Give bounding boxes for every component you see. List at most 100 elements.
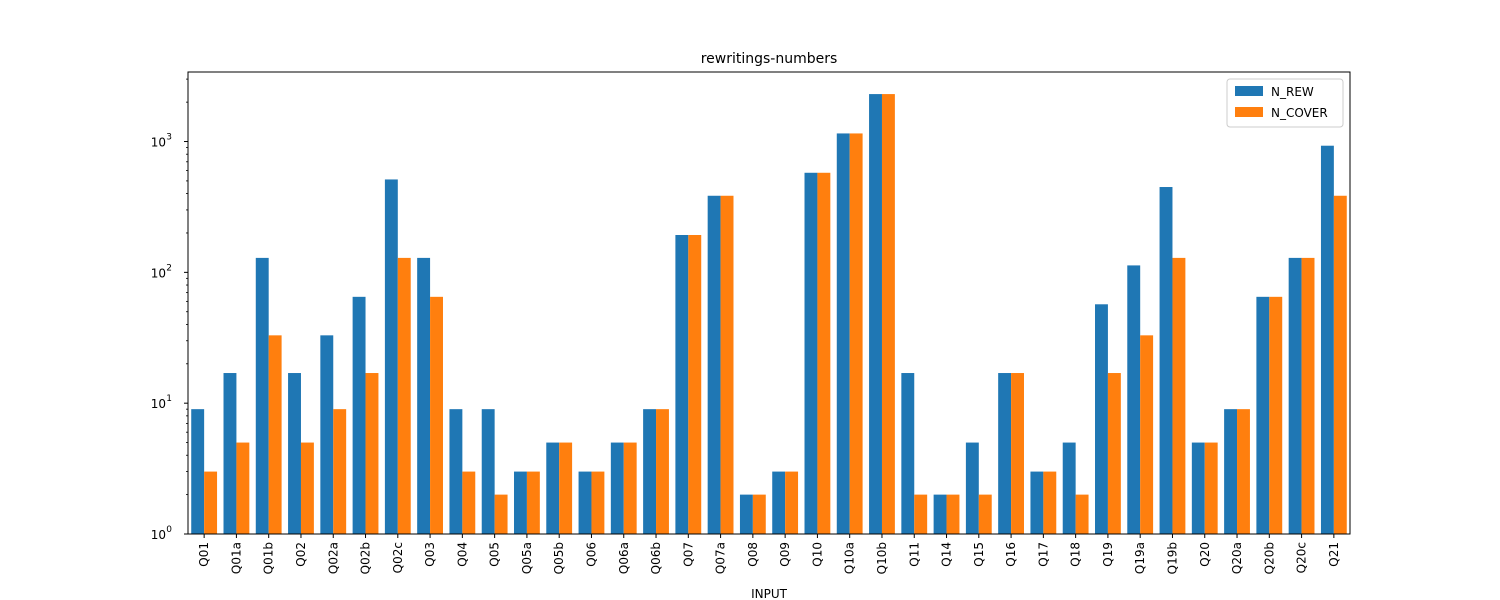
bar-n-rew-q20c: [1288, 257, 1302, 534]
bar-n-cover-q06a: [623, 442, 637, 534]
bar-n-rew-q18: [1062, 442, 1076, 534]
y-tick-label: 10: [151, 528, 166, 542]
x-tick-label: Q18: [1069, 542, 1083, 567]
x-tick-label: Q16: [1004, 542, 1018, 567]
bar-n-cover-q08: [752, 494, 766, 534]
bar-n-cover-q21: [1333, 195, 1347, 534]
bar-n-rew-q02a: [320, 335, 334, 534]
bar-n-cover-q11: [914, 494, 928, 534]
bar-n-cover-q07: [688, 235, 702, 534]
bar-n-rew-q02b: [352, 296, 366, 534]
bar-n-rew-q01a: [223, 373, 237, 534]
x-tick-label: Q08: [746, 542, 760, 567]
bar-n-rew-q06b: [643, 409, 657, 534]
bar-n-rew-q03: [417, 257, 431, 534]
bar-n-rew-q20b: [1256, 296, 1270, 534]
x-tick-label: Q02c: [391, 542, 405, 573]
bar-n-rew-q02c: [384, 179, 398, 534]
bar-n-rew-q10a: [836, 133, 850, 534]
x-tick-label: Q05b: [552, 542, 566, 574]
bar-n-rew-q08: [739, 494, 753, 534]
x-tick-label: Q10b: [875, 542, 889, 574]
x-tick-label: Q01b: [262, 542, 276, 574]
bar-n-cover-q10a: [849, 133, 863, 534]
plot-area-frame: [187, 71, 1351, 535]
x-tick-label: Q06b: [649, 542, 663, 574]
x-tick-label: Q20a: [1230, 542, 1244, 574]
bar-n-cover-q05a: [526, 471, 540, 534]
bar-n-cover-q14: [946, 494, 960, 534]
bar-n-cover-q01b: [268, 335, 282, 534]
x-tick-label: Q02a: [326, 542, 340, 574]
legend-swatch-n-rew: [1235, 86, 1263, 96]
bar-n-cover-q20: [1204, 442, 1218, 534]
y-tick-exponent: 1: [166, 394, 172, 404]
x-tick-label: Q01: [197, 542, 211, 567]
bar-n-cover-q03: [430, 296, 443, 534]
bar-n-rew-q19b: [1159, 187, 1173, 534]
bar-n-rew-q09: [772, 471, 786, 534]
bar-n-rew-q01: [191, 409, 205, 534]
bar-n-rew-q05: [481, 409, 495, 534]
x-tick-label: Q01a: [229, 542, 243, 574]
y-tick-label: 10: [151, 136, 166, 150]
x-tick-label: Q05: [488, 542, 502, 567]
legend-swatch-n-cover: [1235, 107, 1263, 117]
y-tick-exponent: 0: [166, 525, 172, 535]
x-tick-label: Q06: [584, 542, 598, 567]
bar-n-cover-q10: [817, 172, 831, 534]
bar-n-cover-q01a: [236, 442, 250, 534]
bar-n-cover-q20a: [1237, 409, 1250, 534]
bar-n-cover-q20c: [1301, 257, 1315, 534]
x-tick-label: Q15: [972, 542, 986, 567]
x-tick-label: Q20b: [1262, 542, 1276, 574]
x-ticks-group: Q01 Q01a Q01b Q02 Q02a Q02b Q02c Q03 Q04 Q05 Q05a Q…: [197, 534, 1341, 574]
bar-n-cover-q06b: [656, 409, 669, 534]
bar-n-cover-q05: [494, 494, 508, 534]
bar-n-rew-q10: [804, 172, 818, 534]
bar-n-cover-q19: [1107, 373, 1121, 534]
x-tick-label: Q10: [810, 542, 824, 567]
bar-n-rew-q05a: [514, 471, 527, 534]
bar-n-rew-q10b: [869, 94, 882, 534]
bar-n-rew-q07a: [707, 195, 721, 534]
x-tick-label: Q21: [1327, 542, 1341, 567]
x-tick-label: Q02b: [359, 542, 373, 574]
bar-n-rew-q20a: [1224, 409, 1238, 534]
bar-n-rew-q15: [965, 442, 979, 534]
bar-n-cover-q07a: [720, 195, 734, 534]
x-tick-label: Q19a: [1133, 542, 1147, 574]
y-tick-label: 10: [151, 397, 166, 411]
bar-n-rew-q17: [1030, 471, 1044, 534]
bar-n-rew-q16: [998, 373, 1012, 534]
bar-n-rew-q19: [1095, 304, 1108, 534]
bar-n-rew-q11: [901, 373, 915, 534]
bar-n-cover-q01: [204, 471, 218, 534]
bar-n-cover-q04: [462, 471, 476, 534]
bar-n-cover-q10b: [881, 94, 895, 534]
x-tick-label: Q19b: [1165, 542, 1179, 574]
x-tick-label: Q04: [455, 542, 469, 567]
x-tick-label: Q05a: [520, 542, 534, 574]
legend-label-n-rew: N_REW: [1271, 85, 1314, 99]
x-tick-label: Q03: [423, 542, 437, 567]
y-tick-exponent: 3: [166, 133, 172, 143]
bar-n-rew-q07: [675, 235, 689, 534]
x-tick-label: Q20: [1198, 542, 1212, 567]
y-tick-label: 10: [151, 266, 166, 280]
bar-n-rew-q01b: [255, 257, 269, 534]
x-tick-label: Q10a: [843, 542, 857, 574]
bar-n-rew-q02: [288, 373, 301, 534]
bar-n-cover-q18: [1075, 494, 1089, 534]
bar-n-cover-q06: [591, 471, 605, 534]
bar-n-cover-q09: [785, 471, 799, 534]
bar-n-cover-q02a: [333, 409, 347, 534]
bar-n-cover-q17: [1043, 471, 1057, 534]
bar-n-cover-q02c: [397, 257, 411, 534]
bar-n-rew-q04: [449, 409, 463, 534]
x-tick-label: Q07a: [714, 542, 728, 574]
bars-group: [191, 94, 1347, 534]
bar-n-rew-q19a: [1127, 265, 1141, 534]
